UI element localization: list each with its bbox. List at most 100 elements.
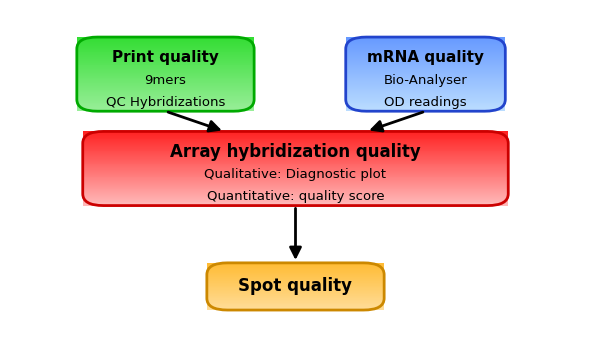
Bar — [77, 94, 254, 95]
Bar — [346, 46, 505, 47]
Bar — [83, 160, 508, 161]
Bar — [346, 40, 505, 42]
Bar — [77, 96, 254, 97]
Bar — [83, 132, 508, 133]
Bar — [83, 145, 508, 146]
Bar — [207, 282, 384, 283]
Bar — [83, 169, 508, 170]
Bar — [77, 53, 254, 54]
Bar — [83, 180, 508, 181]
Bar — [346, 75, 505, 77]
Bar — [346, 85, 505, 86]
Bar — [77, 103, 254, 105]
Bar — [207, 267, 384, 268]
Bar — [83, 189, 508, 190]
Bar — [83, 203, 508, 205]
Bar — [83, 161, 508, 162]
Bar — [83, 178, 508, 180]
Bar — [77, 93, 254, 94]
Bar — [77, 57, 254, 58]
Bar — [83, 192, 508, 193]
Bar — [207, 264, 384, 265]
Bar — [83, 170, 508, 171]
Bar — [83, 191, 508, 192]
Bar — [83, 166, 508, 167]
Bar — [346, 75, 505, 76]
Bar — [346, 87, 505, 88]
Bar — [207, 300, 384, 301]
Bar — [83, 140, 508, 141]
Bar — [207, 285, 384, 286]
Bar — [346, 52, 505, 53]
Bar — [77, 86, 254, 87]
Bar — [77, 92, 254, 94]
Bar — [346, 96, 505, 97]
Bar — [346, 90, 505, 91]
Bar — [346, 104, 505, 105]
Bar — [207, 306, 384, 307]
Bar — [77, 81, 254, 83]
Bar — [83, 167, 508, 168]
Bar — [83, 156, 508, 157]
Bar — [346, 79, 505, 81]
Bar — [207, 289, 384, 290]
Bar — [207, 291, 384, 292]
Bar — [346, 101, 505, 102]
Bar — [207, 307, 384, 308]
Bar — [83, 133, 508, 134]
Bar — [83, 134, 508, 135]
Bar — [83, 188, 508, 189]
Bar — [207, 263, 384, 264]
Bar — [207, 306, 384, 307]
Bar — [77, 79, 254, 80]
Bar — [83, 168, 508, 170]
Bar — [83, 148, 508, 149]
Bar — [346, 106, 505, 108]
Bar — [77, 45, 254, 46]
Bar — [346, 47, 505, 48]
Bar — [77, 87, 254, 88]
Bar — [207, 308, 384, 309]
Bar — [77, 69, 254, 70]
Bar — [77, 55, 254, 57]
Bar — [207, 264, 384, 265]
Bar — [77, 39, 254, 41]
Bar — [77, 104, 254, 105]
Bar — [346, 102, 505, 104]
Bar — [207, 268, 384, 269]
Bar — [346, 57, 505, 58]
Bar — [83, 199, 508, 200]
Bar — [346, 90, 505, 92]
Bar — [346, 83, 505, 84]
Bar — [77, 73, 254, 74]
Bar — [77, 52, 254, 53]
Bar — [77, 78, 254, 79]
Bar — [346, 88, 505, 89]
Bar — [346, 67, 505, 69]
Bar — [346, 54, 505, 56]
Bar — [207, 297, 384, 298]
Bar — [77, 79, 254, 81]
Bar — [346, 50, 505, 51]
Bar — [83, 183, 508, 184]
Bar — [77, 89, 254, 90]
Bar — [77, 101, 254, 103]
Bar — [346, 64, 505, 65]
Bar — [83, 141, 508, 143]
Bar — [207, 275, 384, 276]
Bar — [346, 72, 505, 73]
Bar — [346, 37, 505, 38]
Bar — [346, 76, 505, 78]
Bar — [346, 49, 505, 50]
Bar — [346, 80, 505, 82]
Bar — [346, 59, 505, 60]
Bar — [77, 56, 254, 57]
Bar — [207, 304, 384, 305]
Bar — [77, 84, 254, 85]
Bar — [77, 71, 254, 72]
Bar — [77, 85, 254, 86]
Bar — [207, 287, 384, 288]
Bar — [77, 43, 254, 44]
Bar — [83, 195, 508, 196]
Bar — [207, 274, 384, 275]
